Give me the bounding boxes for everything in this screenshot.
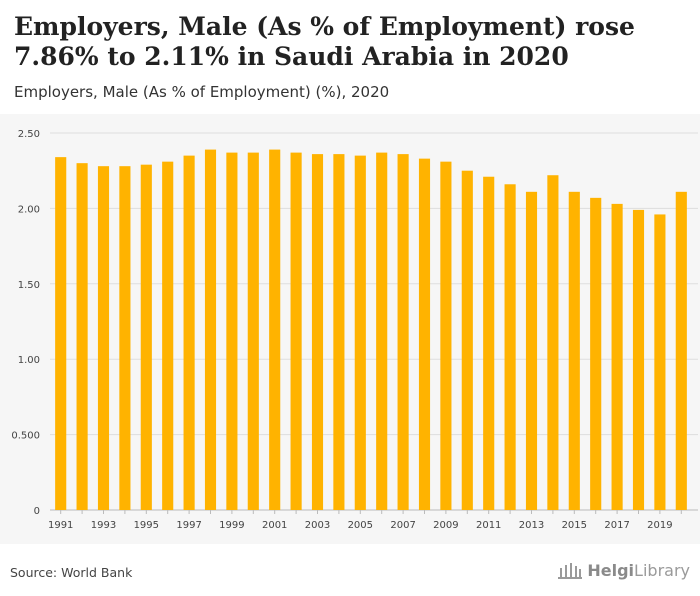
bar-2001 [269, 149, 281, 510]
bar-2000 [247, 152, 259, 510]
bar-2010 [461, 170, 473, 510]
bar-1994 [119, 166, 131, 510]
bar-2007 [397, 154, 409, 510]
x-tick-label: 2003 [305, 520, 330, 531]
y-tick-label: 0 [34, 506, 40, 517]
bar-2005 [354, 155, 366, 510]
x-tick-label: 1991 [48, 520, 73, 531]
bar-1997 [183, 155, 195, 510]
bar-1996 [162, 161, 174, 510]
bar-2006 [376, 152, 388, 510]
bar-2020 [675, 191, 687, 510]
y-tick-label: 1.00 [18, 355, 40, 366]
x-tick-label: 1995 [134, 520, 159, 531]
x-tick-label: 2015 [562, 520, 587, 531]
source-note: Source: World Bank [10, 565, 133, 580]
x-tick-label: 2011 [476, 520, 501, 531]
bar-2018 [632, 209, 645, 510]
bar-2003 [311, 154, 324, 510]
x-tick-label: 2001 [262, 520, 287, 531]
bar-2004 [333, 154, 345, 510]
x-tick-label: 2009 [433, 520, 458, 531]
chart-title: Employers, Male (As % of Employment) ros… [14, 12, 635, 71]
y-tick-label: 0.500 [11, 431, 40, 442]
y-tick-label: 2.00 [18, 204, 40, 215]
bar-2013 [525, 191, 538, 510]
x-tick-label: 2017 [604, 520, 629, 531]
bar-1995 [140, 164, 152, 510]
bar-2019 [654, 214, 666, 510]
bar-2002 [290, 152, 302, 510]
brand-logo: HelgiLibrary [557, 560, 690, 580]
x-tick-label: 1997 [176, 520, 201, 531]
x-tick-label: 2013 [519, 520, 544, 531]
x-tick-label: 2019 [647, 520, 672, 531]
bar-2008 [418, 158, 431, 511]
bar-1992 [76, 163, 88, 510]
bar-1993 [97, 166, 110, 510]
x-tick-label: 2007 [390, 520, 415, 531]
x-tick-label: 1999 [219, 520, 244, 531]
y-tick-label: 1.50 [18, 280, 40, 291]
brand-name: HelgiLibrary [587, 561, 690, 580]
y-tick-label: 2.50 [18, 129, 40, 140]
plot-background [0, 114, 700, 544]
bar-2017 [611, 203, 623, 510]
x-tick-label: 2005 [348, 520, 373, 531]
bar-2009 [440, 161, 452, 510]
library-building-icon [558, 563, 583, 579]
bar-1991 [55, 157, 67, 510]
bar-2011 [483, 176, 495, 510]
x-tick-label: 1993 [91, 520, 116, 531]
bar-2014 [547, 175, 559, 510]
bar-chart: 0 0.500 1.00 1.50 2.00 2.50 1991 1993 1995 1997 19… [11, 129, 698, 531]
bar-1999 [226, 152, 238, 510]
bar-1998 [204, 149, 217, 510]
bar-2016 [590, 197, 602, 510]
bar-2015 [568, 191, 580, 510]
brand-name-rest: Library [634, 560, 690, 580]
chart-subtitle: Employers, Male (As % of Employment) (%)… [14, 83, 390, 101]
brand-name-bold: Helgi [587, 560, 635, 580]
bar-2012 [504, 184, 516, 510]
